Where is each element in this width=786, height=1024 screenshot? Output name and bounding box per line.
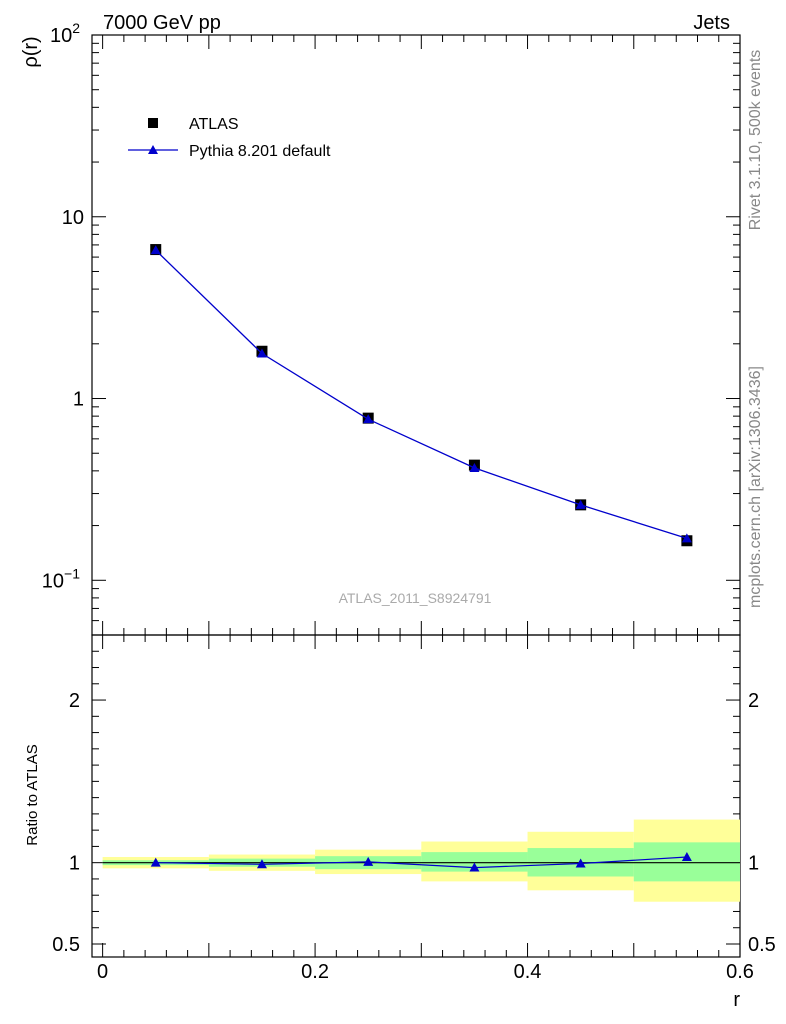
ratio-mc-point (575, 858, 586, 868)
legend-atlas-marker (148, 118, 158, 128)
main-y-tick-label: 10−1 (42, 565, 80, 592)
ratio-frame (91, 634, 741, 958)
mc-data-point (575, 499, 586, 509)
uncertainty-bands (102, 819, 740, 902)
ratio-y-tick-label-right: 1 (748, 853, 759, 875)
mc-data-point (681, 533, 692, 543)
chart-marks (150, 244, 693, 872)
ratio-mc-line (155, 856, 687, 869)
legend-mc-marker (148, 145, 158, 154)
mc-series-line (155, 249, 688, 540)
ratio-x-tick-label: 0.6 (726, 961, 754, 983)
analysis-watermark: ATLAS_2011_S8924791 (339, 590, 492, 606)
mc-data-point (469, 462, 480, 472)
ratio-mc-point (150, 857, 161, 867)
axis-ticks: 10−1 1 10 102 0 0.2 0.4 0.6 0.5 0.5 1 1 2 2 (42, 20, 776, 983)
ratio-x-tick-label: 0.4 (514, 961, 542, 983)
mc-data-point (150, 245, 161, 255)
main-y-tick-label: 10 (62, 207, 84, 229)
ratio-mc-point (363, 856, 374, 866)
source-label: mcplots.cern.ch [arXiv:1306.3436] (747, 366, 764, 608)
ratio-ylabel: Ratio to ATLAS (24, 744, 41, 845)
main-y-tick-label: 1 (73, 389, 84, 411)
ratio-y-tick-label-left: 1 (69, 853, 80, 875)
ratio-mc-point (681, 851, 692, 861)
ratio-y-tick-label-right: 0.5 (748, 934, 776, 956)
ratio-x-tick-label: 0 (97, 961, 108, 983)
ratio-xlabel: r (733, 989, 740, 1011)
mc-data-point (363, 414, 374, 424)
legend: ATLAS Pythia 8.201 default (128, 116, 331, 160)
ratio-inner-band (633, 842, 740, 882)
ratio-y-tick-label-right: 2 (748, 690, 759, 712)
main-ylabel: ρ(r) (20, 36, 42, 67)
rivet-label: Rivet 3.1.10, 500k events (747, 50, 764, 231)
ratio-y-tick-label-left: 0.5 (52, 934, 80, 956)
ratio-mc-point (256, 859, 267, 869)
legend-atlas-label: ATLAS (189, 116, 239, 133)
main-y-tick-label: 102 (50, 20, 80, 47)
ratio-x-tick-label: 0.2 (301, 961, 329, 983)
ratio-y-tick-label-left: 2 (69, 690, 80, 712)
ratio-mc-point (469, 862, 480, 872)
legend-mc-label: Pythia 8.201 default (189, 143, 331, 160)
header-left-label: 7000 GeV pp (103, 12, 221, 34)
header-right-label: Jets (693, 12, 730, 34)
mc-data-point (256, 348, 267, 358)
